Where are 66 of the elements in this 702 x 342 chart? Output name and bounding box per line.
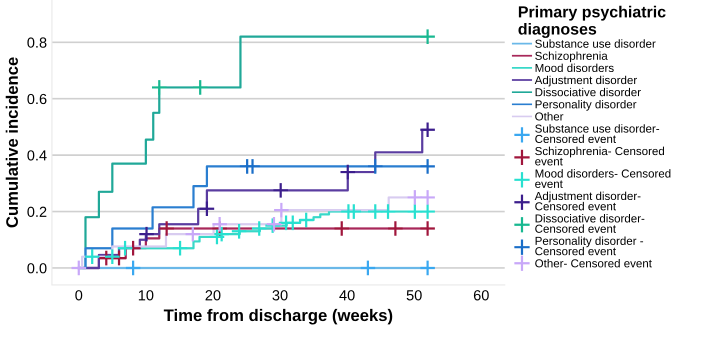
point xyxy=(419,158,436,175)
point xyxy=(230,222,248,240)
point xyxy=(345,203,362,220)
x-axis-title: Time from discharge (weeks) xyxy=(164,308,392,325)
legend-label: Substance use disorder- Censored event xyxy=(535,124,660,144)
point xyxy=(360,260,376,276)
point xyxy=(208,228,226,246)
legend-label: Dissociative disorder- Censored event xyxy=(535,214,644,233)
legend-label: Mood disorders xyxy=(536,64,614,72)
x-tick-label: 30 xyxy=(272,290,288,300)
point xyxy=(192,79,209,96)
point xyxy=(250,220,268,237)
legend-label: Other- Censored event xyxy=(535,258,652,268)
point xyxy=(380,203,396,220)
point xyxy=(333,220,350,237)
legend-label: Substance use disorder xyxy=(535,39,656,48)
y-tick-label: 0.6 xyxy=(27,94,46,104)
x-tick-label: 40 xyxy=(339,290,355,300)
y-tick-label: 0.8 xyxy=(27,37,46,48)
legend-label: Schizophrenia- Censored event xyxy=(535,146,664,166)
legend-label: Dissociative disorder xyxy=(536,88,641,96)
point xyxy=(84,248,101,266)
x-tick-label: 50 xyxy=(406,290,422,300)
point xyxy=(211,216,228,233)
point xyxy=(104,248,121,266)
point xyxy=(419,203,436,220)
point xyxy=(419,189,436,206)
point xyxy=(198,200,216,218)
point xyxy=(272,182,290,199)
x-tick-label: 10 xyxy=(138,290,154,300)
point xyxy=(419,220,436,237)
y-tick-label: 0.4 xyxy=(27,150,47,161)
point xyxy=(150,79,168,96)
point xyxy=(272,202,290,219)
point xyxy=(70,260,88,276)
point xyxy=(158,220,176,237)
point xyxy=(116,240,134,257)
point xyxy=(298,212,315,228)
y-tick-label: 0.2 xyxy=(27,206,46,217)
legend-label: Personality disorder - Censored event xyxy=(535,236,644,256)
legend-label: Personality disorder xyxy=(536,100,636,111)
legend-label: Schizophrenia xyxy=(535,51,608,62)
legend-label: Adjustment disorder xyxy=(534,76,637,86)
point xyxy=(366,158,384,175)
point xyxy=(419,260,436,276)
legend-label: Adjustment disorder- Censored event xyxy=(534,192,641,210)
y-axis-title: Cumulative incidence xyxy=(6,57,18,228)
point xyxy=(406,189,424,206)
legend-label: Mood disorders- Censored event xyxy=(535,169,670,188)
legend-label: Other xyxy=(535,112,564,121)
point xyxy=(419,28,436,46)
point xyxy=(184,226,202,243)
point xyxy=(213,226,230,243)
point xyxy=(138,226,155,243)
x-tick-label: 60 xyxy=(474,290,489,300)
point xyxy=(406,203,424,220)
y-tick-label: 0.0 xyxy=(27,263,47,274)
point xyxy=(339,164,356,180)
point xyxy=(244,158,261,175)
point xyxy=(172,240,188,257)
x-tick-label: 0 xyxy=(75,290,82,300)
point xyxy=(419,121,436,138)
point xyxy=(124,260,142,276)
legend-title: Primary psychiatric diagnoses xyxy=(518,6,666,38)
point xyxy=(387,220,404,237)
x-tick-label: 20 xyxy=(206,290,220,300)
